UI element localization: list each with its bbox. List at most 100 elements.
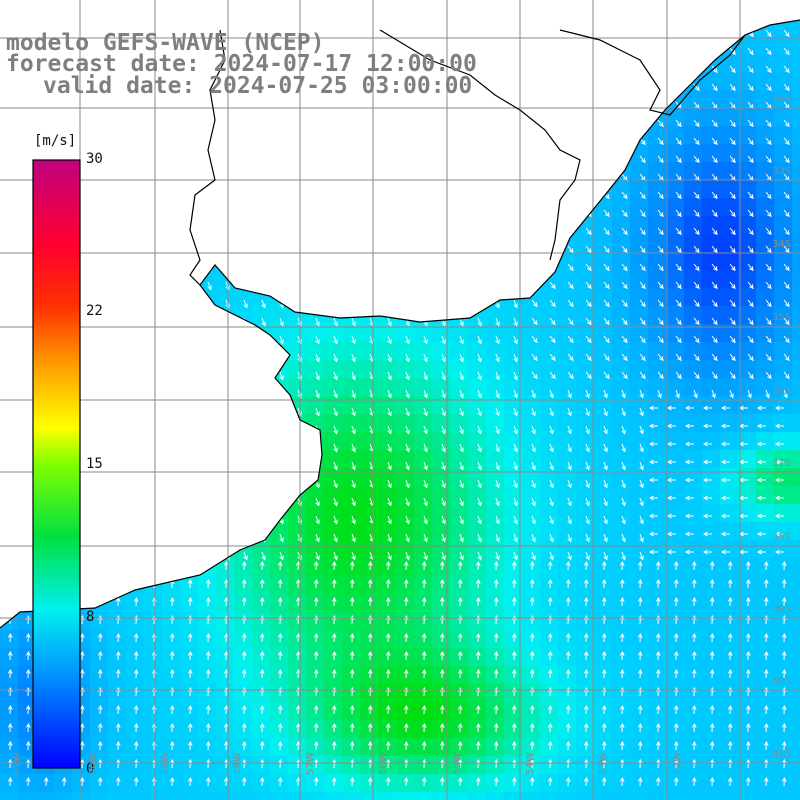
field-cell: [432, 576, 451, 595]
field-cell: [684, 612, 703, 631]
field-cell: [576, 756, 595, 775]
field-cell: [540, 450, 559, 469]
field-cell: [540, 468, 559, 487]
field-cell: [576, 792, 595, 800]
field-cell: [522, 756, 541, 775]
wind-arrow: [729, 83, 736, 92]
field-cell: [360, 540, 379, 559]
field-cell: [594, 288, 613, 307]
field-cell: [36, 774, 55, 793]
field-cell: [468, 468, 487, 487]
field-cell: [360, 720, 379, 739]
field-cell: [630, 738, 649, 757]
field-cell: [666, 684, 685, 703]
field-cell: [648, 270, 667, 289]
field-cell: [522, 468, 541, 487]
field-cell: [414, 756, 433, 775]
field-cell: [468, 720, 487, 739]
field-cell: [324, 504, 343, 523]
field-cell: [558, 396, 577, 415]
field-cell: [486, 576, 505, 595]
field-cell: [540, 648, 559, 667]
field-cell: [792, 126, 800, 145]
field-cell: [36, 792, 55, 800]
field-cell: [504, 450, 523, 469]
wind-arrow: [783, 65, 790, 74]
wind-arrow: [729, 65, 736, 74]
field-cell: [756, 108, 775, 127]
field-cell: [288, 324, 307, 343]
field-cell: [144, 612, 163, 631]
wind-arrow: [657, 155, 664, 164]
wind-arrow: [711, 65, 718, 74]
field-cell: [378, 486, 397, 505]
field-cell: [324, 648, 343, 667]
field-cell: [288, 504, 307, 523]
field-cell: [720, 144, 739, 163]
field-cell: [504, 684, 523, 703]
field-cell: [576, 558, 595, 577]
field-cell: [378, 666, 397, 685]
field-cell: [720, 270, 739, 289]
field-cell: [360, 558, 379, 577]
field-cell: [630, 414, 649, 433]
field-cell: [774, 234, 793, 253]
field-cell: [198, 576, 217, 595]
field-cell: [432, 756, 451, 775]
field-cell: [774, 684, 793, 703]
field-cell: [792, 558, 800, 577]
latitude-label: 32S: [772, 94, 792, 105]
field-cell: [432, 432, 451, 451]
field-cell: [396, 342, 415, 361]
field-cell: [342, 576, 361, 595]
field-cell: [360, 396, 379, 415]
field-cell: [504, 414, 523, 433]
field-cell: [738, 342, 757, 361]
field-cell: [414, 594, 433, 613]
latitude-label: 41S: [772, 749, 792, 760]
field-cell: [648, 648, 667, 667]
field-cell: [396, 702, 415, 721]
field-cell: [450, 360, 469, 379]
field-cell: [90, 648, 109, 667]
field-cell: [738, 180, 757, 199]
field-cell: [684, 684, 703, 703]
field-cell: [666, 306, 685, 325]
field-cell: [666, 288, 685, 307]
field-cell: [792, 360, 800, 379]
field-cell: [702, 72, 721, 91]
field-cell: [468, 792, 487, 800]
field-cell: [594, 522, 613, 541]
field-cell: [594, 648, 613, 667]
field-cell: [594, 594, 613, 613]
field-cell: [702, 144, 721, 163]
field-cell: [144, 702, 163, 721]
field-cell: [378, 396, 397, 415]
field-cell: [72, 792, 91, 800]
field-cell: [324, 612, 343, 631]
field-cell: [18, 612, 37, 631]
field-cell: [792, 738, 800, 757]
field-cell: [666, 774, 685, 793]
field-cell: [738, 198, 757, 217]
field-cell: [612, 594, 631, 613]
field-cell: [450, 576, 469, 595]
field-cell: [414, 720, 433, 739]
field-cell: [594, 684, 613, 703]
field-cell: [414, 648, 433, 667]
field-cell: [0, 666, 19, 685]
field-cell: [720, 324, 739, 343]
field-cell: [792, 468, 800, 487]
field-cell: [648, 126, 667, 145]
field-cell: [666, 216, 685, 235]
field-cell: [54, 792, 73, 800]
field-cell: [468, 630, 487, 649]
field-cell: [468, 504, 487, 523]
field-cell: [756, 54, 775, 73]
field-cell: [612, 432, 631, 451]
field-cell: [144, 630, 163, 649]
field-cell: [180, 576, 199, 595]
field-cell: [198, 648, 217, 667]
field-cell: [756, 702, 775, 721]
field-cell: [342, 558, 361, 577]
